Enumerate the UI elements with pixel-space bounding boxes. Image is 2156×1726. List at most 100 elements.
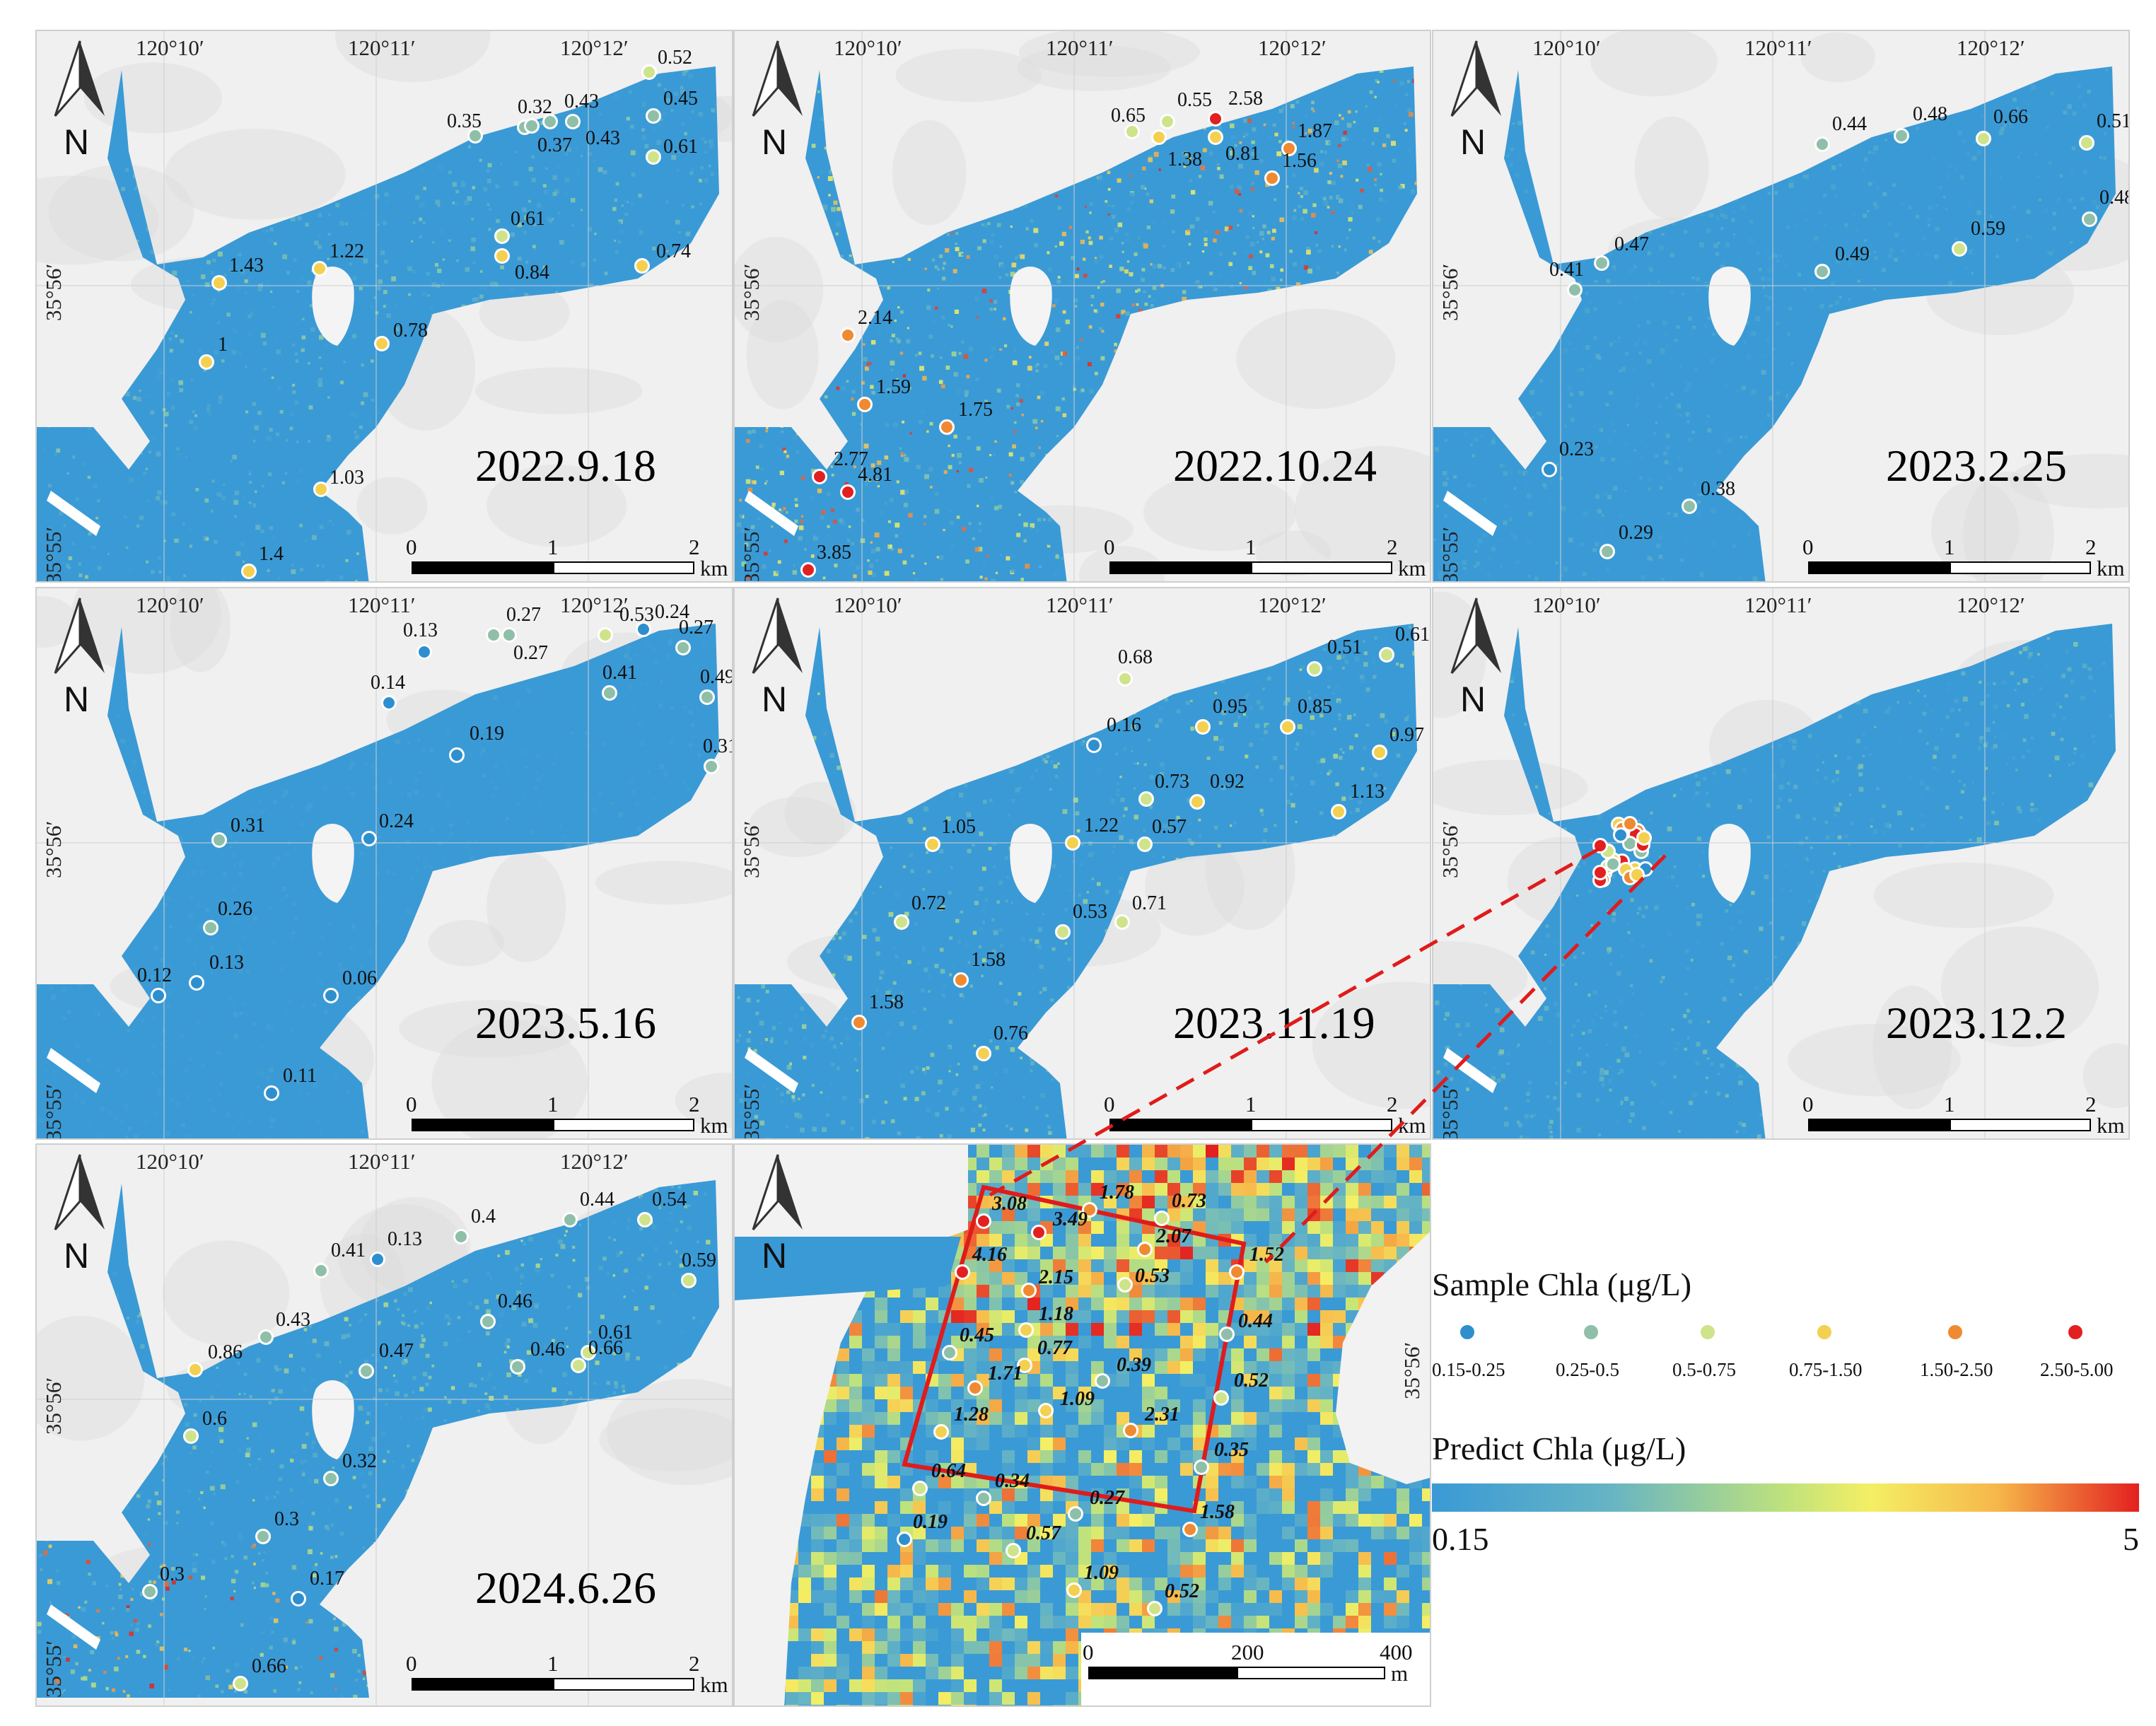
sample-point (1599, 544, 1615, 559)
sample-point (312, 261, 327, 276)
scale-bar-black (1808, 561, 1950, 574)
sample-point (637, 1212, 653, 1228)
sample-point (1379, 647, 1394, 663)
sample-point (1018, 1322, 1034, 1338)
sample-value-label: 2.15 (1039, 1266, 1073, 1288)
sample-point (646, 149, 661, 165)
chla-raster-map (1433, 31, 2128, 581)
sample-value-label: 1.22 (1084, 815, 1119, 836)
scale-tick-label: 0 (1104, 535, 1115, 559)
sample-value-label: 0.26 (218, 898, 252, 920)
sample-value-label: 0.47 (379, 1340, 414, 1362)
inset-raster (735, 1145, 1430, 1705)
map-panel: 120°10′ 120°11′ 120°12′ 35°56′ 35°55′ N 0.68 0.… (733, 587, 1431, 1140)
sample-value-label: 0.11 (283, 1065, 317, 1087)
sample-value-label: 1.09 (1060, 1388, 1095, 1410)
sample-value-label: 0.43 (276, 1309, 310, 1331)
sample-value-label: 0.86 (208, 1341, 243, 1363)
sample-value-label: 0.43 (585, 127, 620, 149)
sample-point (1592, 865, 1608, 881)
sample-point (1281, 141, 1297, 156)
sample-value-label: 0.64 (931, 1460, 966, 1482)
sample-point (211, 832, 227, 848)
sample-point (955, 1264, 970, 1280)
sample-value-label: 0.65 (1111, 105, 1146, 127)
sample-point (1160, 114, 1175, 129)
sample-value-label: 0.66 (1993, 106, 2028, 128)
sample-value-label: 1.56 (1282, 150, 1317, 172)
sample-legend-title: Sample Chla (μg/L) (1432, 1266, 1692, 1302)
sample-point (255, 1529, 271, 1544)
sample-value-label: 0.54 (652, 1189, 687, 1211)
sample-point (812, 469, 827, 484)
sample-value-label: 0.12 (137, 964, 172, 986)
sample-point (976, 1213, 991, 1229)
sample-value-label: 1.22 (330, 240, 364, 262)
panel-date-label: 2023.5.16 (475, 998, 656, 1048)
sample-value-label: 1.05 (941, 816, 976, 838)
sample-point (967, 1380, 983, 1396)
sample-value-label: 1.4 (259, 543, 284, 565)
panel-date-label: 2023.2.25 (1886, 441, 2067, 491)
sample-value-label: 0.41 (1549, 259, 1584, 281)
legend-class-label: 1.50-2.50 (1920, 1359, 1993, 1380)
scale-bar-white (553, 561, 694, 574)
scale-tick-label: 1 (1944, 535, 1955, 559)
zoom-line-left (989, 846, 1601, 1197)
scale-unit-label: km (700, 556, 728, 581)
map-panel: 120°10′ 120°11′ 120°12′ 35°56′ 35°55′ N 2023.1… (1432, 587, 2130, 1140)
map-panel: 120°10′ 120°11′ 120°12′ 35°56′ 35°55′ N 0.35 0.… (35, 30, 733, 583)
sample-point (480, 1314, 496, 1329)
sample-value-label: 0.27 (506, 604, 541, 626)
sample-point (542, 114, 558, 129)
sample-point (1229, 1264, 1245, 1280)
sample-point (562, 1212, 578, 1228)
sample-value-label: 0.73 (1172, 1190, 1206, 1212)
longitude-label: 120°10′ (136, 1149, 204, 1174)
sample-value-label: 0.3 (274, 1508, 299, 1530)
scale-tick-label: 2 (1387, 535, 1398, 559)
sample-value-label: 0.43 (564, 91, 599, 112)
sample-value-label: 0.49 (700, 666, 733, 688)
scale-bar-black (412, 1119, 553, 1131)
longitude-label: 120°11′ (348, 593, 416, 617)
map-panel: 120°10′ 120°11′ 120°12′ 35°56′ 35°55′ N 0.4 0.4… (35, 1143, 733, 1707)
longitude-label: 120°12′ (1957, 593, 2025, 617)
sample-point (142, 1584, 158, 1599)
north-label: N (762, 680, 788, 719)
sample-value-label: 1.09 (1084, 1562, 1119, 1584)
sample-value-label: 0.34 (995, 1470, 1030, 1492)
sample-point (494, 248, 510, 264)
sample-value-label: 0.46 (530, 1339, 565, 1360)
sample-value-label: 0.55 (1177, 89, 1212, 111)
chla-raster-map (735, 588, 1430, 1138)
sample-point (634, 258, 650, 274)
sample-point (1264, 170, 1280, 186)
sample-point (494, 228, 510, 244)
sample-point (1123, 1423, 1138, 1438)
sample-value-label: 1 (218, 334, 228, 356)
sample-value-label: 0.92 (1210, 771, 1245, 793)
sample-point (953, 972, 969, 988)
scale-unit-label: km (700, 1672, 728, 1697)
longitude-label: 120°11′ (1744, 35, 1812, 60)
scale-bar-black (1808, 1119, 1950, 1131)
legend-class-label: 0.15-0.25 (1432, 1359, 1505, 1380)
sample-value-label: 1.38 (1167, 148, 1202, 170)
sample-value-label: 0.53 (1073, 901, 1107, 923)
sample-value-label: 0.35 (447, 110, 482, 132)
north-label: N (64, 680, 90, 719)
sample-value-label: 0.81 (1225, 143, 1260, 165)
scale-tick-label: 2 (2085, 1092, 2097, 1116)
sample-point (203, 920, 218, 935)
sample-point (1976, 131, 1991, 146)
scale-tick-label: 0 (1104, 1092, 1115, 1116)
sample-point (1017, 1358, 1032, 1373)
sample-value-label: 0.49 (1835, 243, 1870, 265)
scale-unit-label: km (2097, 556, 2125, 581)
sample-value-label: 0.06 (342, 967, 377, 989)
sample-point (1208, 129, 1223, 145)
sample-value-label: 0.59 (1971, 218, 2005, 240)
sample-point (467, 128, 483, 144)
sample-value-label: 0.48 (1913, 103, 1947, 125)
